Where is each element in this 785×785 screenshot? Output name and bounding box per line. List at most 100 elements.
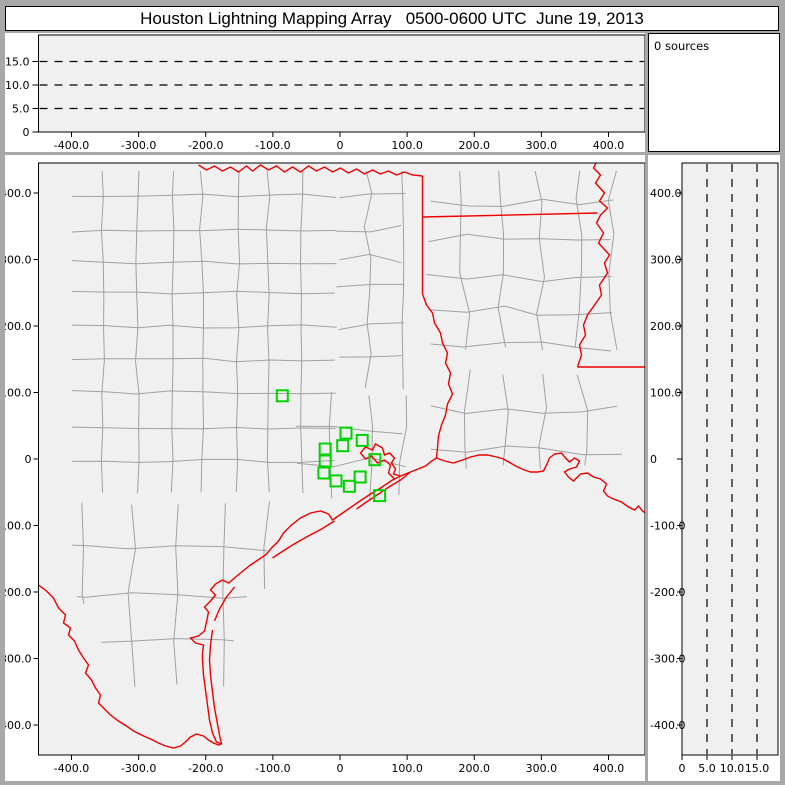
- county-line: [430, 198, 614, 207]
- state-border-path: [576, 163, 611, 368]
- altitude-vs-eastwest-panel[interactable]: 0 5.0 10.0 15.0 -400.0 -300.0 -200.0 -100.0 0 100…: [5, 33, 645, 152]
- ew-axis-tick-label: 400.0: [593, 139, 625, 152]
- county-line: [338, 322, 405, 331]
- county-line: [428, 305, 613, 316]
- county-line: [335, 225, 402, 233]
- county-line: [339, 355, 402, 358]
- county-line: [497, 171, 507, 348]
- ns-axis-tick-label: 300.0: [650, 254, 682, 267]
- county-line: [72, 543, 267, 552]
- altitude-vs-northsouth-plot[interactable]: 400.0 300.0 200.0 100.0 0 -100.0 -200.0 -300.0 -…: [648, 155, 780, 781]
- station-marker: [336, 439, 350, 453]
- county-line: [222, 503, 226, 687]
- ns-axis-tick-label: -200.0: [5, 586, 32, 599]
- county-line: [235, 171, 241, 492]
- state-border-path: [436, 452, 645, 514]
- ns-axis-tick-label: -100.0: [650, 520, 685, 533]
- ew-axis-tick-label: 200.0: [459, 139, 491, 152]
- county-line: [100, 171, 105, 493]
- title-bar: Houston Lightning Mapping Array 0500-060…: [5, 6, 779, 31]
- state-border-path: [213, 586, 236, 622]
- plot-frame: [38, 162, 645, 756]
- state-border-path: [198, 164, 423, 177]
- station-marker: [355, 433, 369, 447]
- ns-axis-tick-label: -400.0: [5, 719, 32, 732]
- ew-axis-tick-label: 300.0: [526, 762, 558, 775]
- state-border-path: [272, 520, 335, 559]
- ew-axis-tick-label: -100.0: [255, 139, 290, 152]
- county-line: [426, 274, 612, 283]
- ew-axis-tick-label: 100.0: [391, 762, 423, 775]
- station-marker: [353, 470, 367, 484]
- map-content: [39, 163, 645, 749]
- state-border-path: [189, 457, 437, 745]
- county-boundaries: [72, 171, 622, 688]
- county-line: [72, 290, 336, 295]
- county-line: [463, 369, 471, 485]
- alt-axis-tick-label: 0: [679, 762, 686, 775]
- state-borders-and-coastline: [39, 163, 645, 749]
- county-line: [538, 373, 548, 489]
- altitude-vs-northsouth-panel[interactable]: 400.0 300.0 200.0 100.0 0 -100.0 -200.0 -300.0 -…: [648, 155, 780, 781]
- ns-axis-tick-label: -100.0: [5, 520, 32, 533]
- alt-axis-tick-label: 0: [23, 126, 30, 139]
- alt-axis-tick-label: 10.0: [5, 79, 30, 92]
- plan-view-map-panel[interactable]: 400.0 300.0 200.0 100.0 0 -100.0 -200.0 -300.0 -…: [5, 155, 645, 781]
- county-line: [72, 228, 336, 233]
- county-line: [363, 171, 373, 388]
- county-line: [430, 445, 622, 456]
- county-line: [299, 171, 304, 494]
- plan-view-map-plot[interactable]: 400.0 300.0 200.0 100.0 0 -100.0 -200.0 -300.0 -…: [5, 155, 645, 781]
- alt-axis-tick-label: 10.0: [720, 762, 745, 775]
- ns-axis-tick-label: -400.0: [650, 719, 685, 732]
- state-border-path: [39, 584, 222, 749]
- alt-axis-tick-label: 5.0: [698, 762, 716, 775]
- ew-axis-tick-label: -400.0: [54, 139, 89, 152]
- county-line: [428, 233, 611, 243]
- state-border-path: [208, 629, 223, 745]
- ns-axis-tick-label: 0: [25, 453, 32, 466]
- ew-axis-tick-label: -300.0: [121, 762, 156, 775]
- county-line: [574, 171, 583, 348]
- county-line: [400, 171, 405, 390]
- ns-axis-tick-label: 100.0: [650, 387, 682, 400]
- county-line: [430, 341, 612, 352]
- state-border-path: [422, 212, 598, 218]
- plot-frame: [681, 162, 779, 756]
- ew-axis-tick-label: -400.0: [54, 762, 89, 775]
- ew-axis-tick-label: -200.0: [188, 762, 223, 775]
- ns-axis-tick-label: 0: [650, 453, 657, 466]
- county-line: [173, 504, 179, 685]
- county-line: [72, 426, 336, 430]
- station-marker: [373, 489, 387, 503]
- ew-axis-tick-label: -100.0: [255, 762, 290, 775]
- county-line: [72, 260, 337, 265]
- county-line: [72, 592, 270, 599]
- page-title: Houston Lightning Mapping Array 0500-060…: [140, 8, 644, 28]
- altitude-gridlines: [39, 60, 644, 110]
- county-line: [607, 171, 620, 351]
- ew-axis-tick-label: -200.0: [188, 139, 223, 152]
- ew-axis-tick-label: 400.0: [593, 762, 625, 775]
- ns-axis-tick-label: -300.0: [5, 653, 32, 666]
- station-marker: [275, 389, 289, 403]
- county-line: [532, 171, 546, 351]
- station-marker: [339, 426, 353, 440]
- ew-axis-tick-label: 0: [337, 139, 344, 152]
- ns-axis-tick-label: -300.0: [650, 653, 685, 666]
- county-line: [398, 395, 408, 496]
- ew-axis-tick-label: 200.0: [459, 762, 491, 775]
- station-marker: [317, 466, 331, 480]
- ns-axis-tick-label: 400.0: [5, 187, 32, 200]
- altitude-vs-eastwest-plot[interactable]: 0 5.0 10.0 15.0 -400.0 -300.0 -200.0 -100.0 0 100…: [5, 33, 645, 152]
- county-line: [458, 171, 471, 350]
- plot-frame: [38, 34, 645, 133]
- lma-stations: [275, 389, 387, 503]
- county-line: [72, 357, 335, 363]
- ew-axis-tick-label: -300.0: [121, 139, 156, 152]
- source-count-panel: 0 sources: [648, 33, 780, 152]
- ns-axis-tick-label: 100.0: [5, 387, 32, 400]
- county-line: [72, 193, 337, 198]
- county-line: [368, 395, 374, 501]
